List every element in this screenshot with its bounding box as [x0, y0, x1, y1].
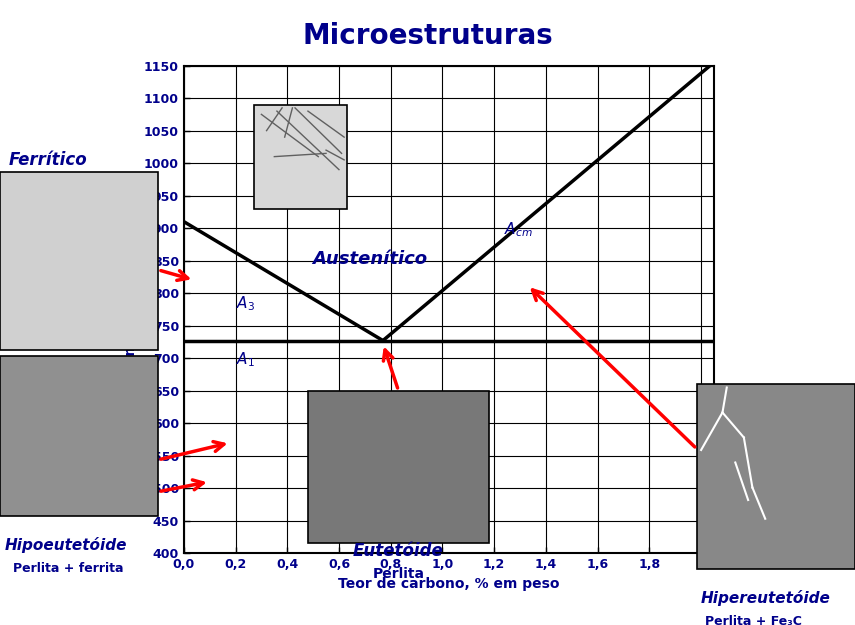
Y-axis label: Temperatura, °C: Temperatura, °C [125, 246, 139, 373]
Bar [254, 104, 347, 209]
Text: $A_3$: $A_3$ [235, 294, 255, 313]
X-axis label: Teor de carbono, % em peso: Teor de carbono, % em peso [338, 576, 560, 591]
Text: Austenítico: Austenítico [312, 251, 428, 268]
Text: Microestruturas: Microestruturas [302, 22, 553, 50]
Bar [308, 391, 489, 543]
Text: Perlita + Fe₃C: Perlita + Fe₃C [705, 615, 802, 625]
Text: Hipoeutetóide: Hipoeutetóide [4, 537, 127, 553]
Text: Perlita: Perlita [373, 568, 424, 581]
Text: Hipereutetóide: Hipereutetóide [701, 590, 831, 606]
Text: Ferrítico: Ferrítico [9, 151, 87, 169]
Text: Eutetóide: Eutetóide [353, 542, 444, 561]
Text: $A_{cm}$: $A_{cm}$ [504, 220, 534, 239]
Text: $A_1$: $A_1$ [235, 351, 255, 369]
Text: Perlita + ferrita: Perlita + ferrita [13, 562, 123, 575]
